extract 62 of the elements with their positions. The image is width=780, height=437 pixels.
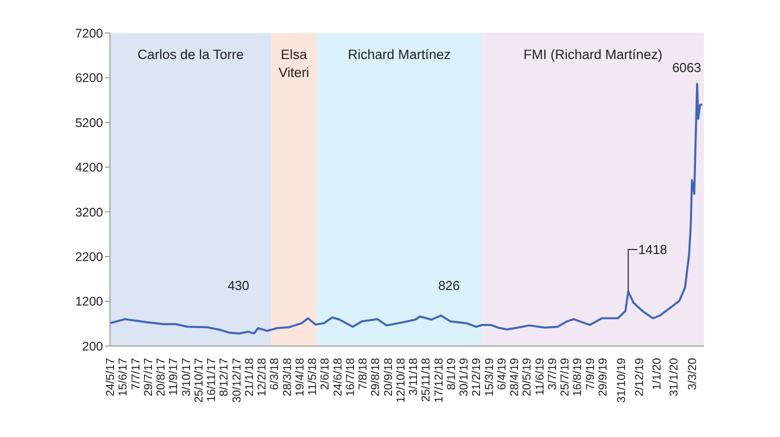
x-tick-label: 29/8/18: [370, 358, 382, 396]
x-tick-label: 2/12/19: [634, 358, 646, 396]
x-tick-label: 3/11/18: [408, 358, 420, 396]
x-tick-label: 21/2/19: [471, 358, 484, 396]
x-tick-label: 29/9/19: [597, 358, 610, 396]
x-tick-label: 24/6/18: [332, 358, 344, 396]
y-tick-label: 1200: [75, 294, 104, 309]
x-tick-label: 20/8/17: [156, 358, 168, 396]
x-tick-label: 20/9/18: [382, 358, 395, 396]
band-label: FMI (Richard Martínez): [524, 47, 662, 62]
y-tick-label: 3200: [75, 205, 104, 220]
y-tick-label: 5200: [75, 116, 104, 130]
y-tick-label: 200: [82, 339, 104, 354]
band-label: Carlos de la Torre: [137, 47, 244, 62]
x-tick-label: 3/10/17: [180, 358, 193, 396]
x-tick-label: 2/6/18: [320, 358, 332, 390]
x-tick-label: 1/1/20: [651, 358, 664, 390]
band-label: Elsa Viteri: [278, 47, 310, 80]
annotation: 1418: [638, 242, 668, 258]
annotation: 826: [438, 278, 460, 293]
x-tick-label: 11/9/17: [168, 358, 180, 396]
x-tick-label: 16/8/19: [572, 358, 584, 396]
x-tick-label: 8/1/19: [446, 358, 458, 390]
x-tick-label: 8/12/17: [218, 358, 231, 396]
annotation: 6063: [672, 60, 702, 75]
x-tick-label: 11/6/19: [534, 358, 546, 396]
x-tick-label: 17/12/18: [433, 358, 446, 403]
x-tick-label: 3/7/19: [546, 358, 559, 390]
x-tick-label: 25/11/18: [420, 358, 433, 402]
x-tick-label: 19/4/18: [294, 358, 306, 396]
x-tick-label: 16/7/18: [344, 358, 357, 396]
x-tick-label: 25/10/17: [193, 358, 206, 403]
x-tick-label: 25/7/19: [560, 358, 572, 396]
x-tick-label: 31/10/19: [616, 358, 628, 403]
x-tick-label: 11/5/18: [307, 358, 320, 396]
y-tick-label: 4200: [75, 160, 104, 175]
x-tick-label: 30/12/17: [231, 358, 244, 403]
band-label: Richard Martínez: [348, 47, 451, 62]
x-tick-label: 7/7/17: [130, 358, 142, 390]
x-tick-label: 7/8/18: [358, 358, 370, 390]
x-tick-label: 15/6/17: [118, 358, 130, 396]
x-tick-label: 7/9/19: [584, 358, 597, 390]
x-tick-label: 12/2/18: [256, 358, 269, 396]
x-tick-label: 16/11/17: [206, 358, 218, 402]
y-tick-label: 6200: [75, 71, 104, 86]
x-tick-label: 30/1/19: [458, 358, 471, 396]
annotation: 430: [228, 278, 250, 293]
y-tick-label: 7200: [75, 26, 104, 40]
x-tick-label: 24/5/17: [105, 358, 118, 396]
x-tick-label: 29/7/17: [142, 358, 155, 396]
x-tick-label: 6/3/18: [269, 358, 282, 390]
x-tick-label: 20/5/19: [522, 358, 534, 396]
x-tick-label: 21/1/18: [244, 358, 256, 396]
x-tick-label: 3/3/20: [686, 358, 699, 390]
x-tick-label: 6/4/19: [496, 358, 508, 390]
x-tick-label: 31/1/20: [668, 358, 681, 396]
y-tick-label: 2200: [75, 250, 104, 264]
line-series: [110, 82, 704, 334]
x-tick-label: 28/4/19: [509, 358, 522, 396]
x-tick-label: 28/3/18: [282, 358, 294, 396]
x-tick-label: 12/10/18: [395, 358, 408, 403]
x-tick-label: 15/3/19: [484, 358, 496, 396]
